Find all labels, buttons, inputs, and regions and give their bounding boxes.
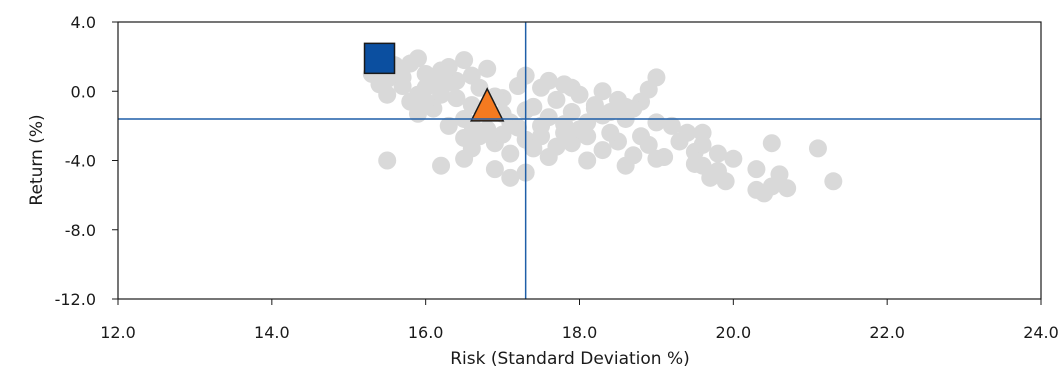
x-tick-label: 14.0	[254, 323, 290, 342]
y-axis-ticks: 4.0 0.0 -4.0 -8.0 -12.0	[55, 13, 118, 309]
cloud-point	[747, 160, 766, 179]
y-tick-label: -12.0	[55, 290, 96, 309]
cloud-point	[485, 160, 504, 179]
cloud-point	[578, 151, 597, 170]
cloud-point	[724, 149, 743, 168]
scatter-cloud	[362, 49, 843, 203]
cloud-point	[647, 149, 666, 168]
cloud-point	[455, 149, 474, 168]
cloud-point	[647, 113, 666, 132]
cloud-point	[532, 127, 551, 146]
cloud-point	[501, 168, 520, 187]
y-tick-label: -8.0	[65, 221, 96, 240]
y-axis-label: Return (%)	[27, 114, 47, 205]
cloud-point	[778, 179, 797, 198]
cloud-point	[685, 154, 704, 173]
cloud-point	[470, 78, 489, 97]
cloud-point	[770, 165, 789, 184]
cloud-point	[424, 71, 443, 90]
x-tick-label: 12.0	[100, 323, 136, 342]
cloud-point	[547, 90, 566, 109]
cloud-point	[616, 97, 635, 116]
cloud-point	[539, 108, 558, 127]
y-tick-label: 0.0	[71, 82, 96, 101]
cloud-point	[716, 172, 735, 191]
cloud-point	[378, 70, 397, 89]
square-marker	[363, 42, 396, 75]
cloud-point	[508, 118, 527, 137]
reference-lines	[118, 22, 1041, 299]
cloud-point	[547, 137, 566, 156]
cloud-point	[439, 116, 458, 135]
x-tick-label: 22.0	[869, 323, 905, 342]
cloud-point	[416, 92, 435, 111]
cloud-point	[662, 116, 681, 135]
x-tick-label: 20.0	[716, 323, 752, 342]
cloud-point	[562, 78, 581, 97]
cloud-point	[639, 80, 658, 99]
cloud-point	[501, 144, 520, 163]
cloud-point	[555, 115, 574, 134]
x-axis-ticks: 12.0 14.0 16.0 18.0 20.0 22.0 24.0	[100, 299, 1059, 342]
cloud-point	[393, 77, 412, 96]
x-tick-label: 16.0	[408, 323, 444, 342]
cloud-point	[762, 134, 781, 153]
cloud-point	[562, 134, 581, 153]
cloud-point	[593, 141, 612, 160]
cloud-point	[401, 54, 420, 73]
cloud-point	[693, 135, 712, 154]
x-tick-label: 24.0	[1023, 323, 1059, 342]
cloud-point	[447, 89, 466, 108]
cloud-point	[670, 132, 689, 151]
y-tick-label: 4.0	[71, 13, 96, 32]
cloud-point	[570, 120, 589, 139]
highlight-series	[363, 42, 505, 122]
cloud-point	[539, 71, 558, 90]
cloud-point	[432, 85, 451, 104]
cloud-point	[478, 59, 497, 78]
cloud-point	[593, 82, 612, 101]
cloud-point	[439, 58, 458, 77]
cloud-point	[432, 156, 451, 175]
cloud-point	[585, 99, 604, 118]
cloud-point	[447, 71, 466, 90]
cloud-point	[378, 151, 397, 170]
x-tick-label: 18.0	[562, 323, 598, 342]
cloud-point	[632, 127, 651, 146]
cloud-point	[824, 172, 843, 191]
cloud-point	[808, 139, 827, 158]
cloud-point	[616, 156, 635, 175]
x-axis-label: Risk (Standard Deviation %)	[450, 349, 690, 369]
cloud-point	[708, 144, 727, 163]
cloud-point	[455, 51, 474, 70]
cloud-point	[378, 85, 397, 104]
cloud-point	[601, 123, 620, 142]
triangle-marker	[469, 87, 505, 122]
y-tick-label: -4.0	[65, 152, 96, 171]
